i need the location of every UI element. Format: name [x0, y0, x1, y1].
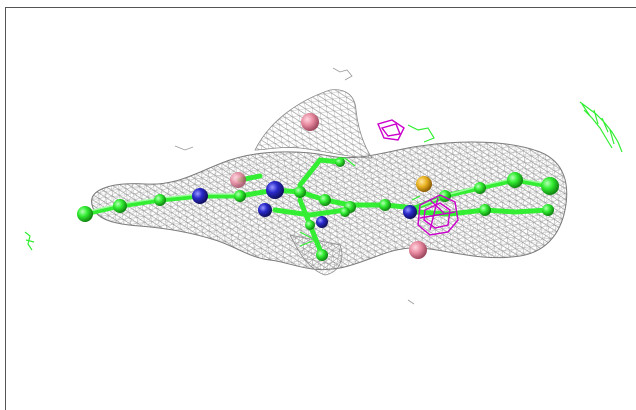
nitrogen-atom[interactable] [316, 216, 328, 228]
atoms[interactable] [77, 113, 559, 261]
nitrogen-atom[interactable] [192, 188, 208, 204]
carbon-atom[interactable] [294, 186, 306, 198]
oxygen-atom[interactable] [301, 113, 319, 131]
carbon-atom[interactable] [234, 190, 246, 202]
difference-density-mesh [377, 119, 459, 236]
carbon-atom[interactable] [507, 172, 523, 188]
carbon-atom[interactable] [474, 182, 486, 194]
frame-left-border [5, 7, 6, 410]
frame-top-border [5, 7, 636, 8]
sulfur-atom[interactable] [416, 176, 432, 192]
carbon-atom[interactable] [319, 194, 331, 206]
carbon-atom[interactable] [77, 206, 93, 222]
oxygen-atom[interactable] [409, 241, 427, 259]
carbon-atom[interactable] [379, 199, 391, 211]
carbon-atom[interactable] [305, 220, 315, 230]
carbon-atom[interactable] [541, 177, 559, 195]
nitrogen-atom[interactable] [266, 181, 284, 199]
carbon-atom[interactable] [542, 204, 554, 216]
carbon-atom[interactable] [340, 207, 350, 217]
nitrogen-atom[interactable] [258, 203, 272, 217]
green-fragments [24, 101, 623, 251]
oxygen-atom[interactable] [230, 172, 246, 188]
nitrogen-atom[interactable] [403, 205, 417, 219]
carbon-atom[interactable] [479, 204, 491, 216]
carbon-atom[interactable] [316, 249, 328, 261]
carbon-atom[interactable] [154, 194, 166, 206]
carbon-atom[interactable] [113, 199, 127, 213]
